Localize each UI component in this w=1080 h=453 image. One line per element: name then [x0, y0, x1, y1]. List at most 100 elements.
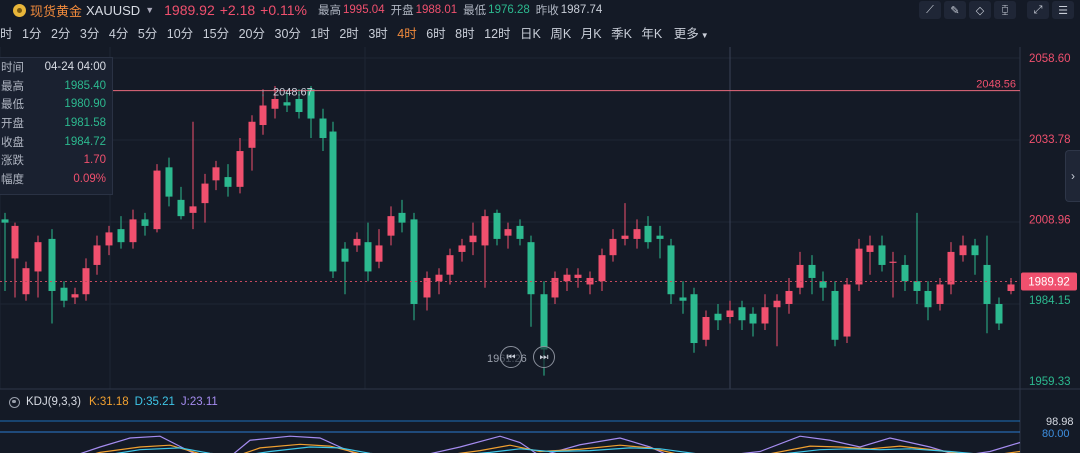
more-label: 更多 — [673, 26, 699, 41]
info-value: 1985.40 — [64, 79, 106, 92]
candle-body — [563, 274, 571, 282]
instrument-symbol[interactable]: XAUUSD — [86, 2, 141, 18]
period-tab[interactable]: 1分 — [22, 26, 42, 41]
candle-body — [819, 281, 827, 288]
period-tab[interactable]: 3分 — [79, 26, 100, 41]
line-draw-icon[interactable]: ⟋ — [919, 1, 941, 19]
period-tab[interactable]: 5分 — [137, 26, 158, 41]
period-tab[interactable]: 10分 — [166, 26, 194, 41]
period-tab[interactable]: 日K — [520, 26, 541, 41]
period-tab[interactable]: 时 — [0, 26, 13, 41]
candle-body — [481, 216, 489, 246]
candle-body — [307, 89, 315, 119]
period-tab[interactable]: 3时 — [368, 26, 388, 41]
price-tick-label: 1959.33 — [1029, 376, 1071, 388]
info-value: 0.09% — [73, 172, 106, 185]
kdj-tick-label: 98.98 — [1046, 416, 1074, 428]
info-label: 幅度 — [1, 173, 24, 186]
candle-body — [34, 242, 42, 272]
period-tab[interactable]: 1时 — [310, 26, 330, 41]
period-tab[interactable]: 15分 — [202, 26, 230, 41]
period-tab[interactable]: 6时 — [426, 26, 446, 41]
info-label: 涨跌 — [1, 155, 24, 168]
candle-body — [48, 238, 56, 291]
candle-body — [165, 167, 173, 197]
candle-body — [60, 287, 68, 301]
eraser-icon[interactable]: ◇ — [969, 1, 991, 19]
kdj-j-value: J:23.11 — [180, 396, 218, 408]
high-price-label: 2048.56 — [976, 79, 1016, 91]
candle-body — [761, 307, 769, 324]
more-periods-button[interactable]: 更多 ▼ — [674, 23, 709, 42]
period-tab[interactable]: 年K — [641, 26, 663, 41]
period-tab[interactable]: 12时 — [484, 26, 511, 41]
candle-body — [726, 310, 734, 317]
candle-body — [375, 245, 383, 262]
candle-body — [808, 264, 816, 278]
period-tab[interactable]: 季K — [611, 26, 632, 41]
quote-header: 现货黄金 XAUUSD ▼ 1989.92 +2.18 +0.11% 最高 19… — [0, 0, 1080, 20]
candle-body — [574, 274, 582, 278]
candle-body — [319, 118, 327, 139]
candle-body — [621, 235, 629, 239]
pen-icon[interactable]: ✎ — [944, 1, 966, 19]
expand-icon[interactable]: ⤢ — [1027, 1, 1049, 19]
candle-body — [201, 183, 209, 204]
step-forward-icon[interactable]: ⏭ — [533, 346, 555, 368]
candle-body — [598, 255, 606, 282]
price-axis: 2058.60 2033.78 2008.96 1984.15 1959.33 2048.… — [0, 53, 1077, 388]
info-value: 1981.58 — [64, 117, 106, 130]
candle-settings-icon[interactable]: ⧮ — [994, 1, 1016, 19]
period-tab[interactable]: 8时 — [455, 26, 475, 41]
period-tab[interactable]: 2时 — [339, 26, 359, 41]
step-back-icon[interactable]: ⏮ — [500, 346, 522, 368]
period-tab[interactable]: 月K — [580, 26, 602, 41]
candle-body — [889, 261, 897, 263]
current-price: 1989.92 — [164, 2, 215, 18]
chevron-down-icon: ▼ — [700, 30, 709, 40]
candle-body — [364, 242, 372, 272]
info-value: 04-24 04:00 — [44, 61, 106, 74]
candle-body — [609, 238, 617, 256]
candle-body — [129, 219, 137, 243]
info-row-high: 最高 1985.40 — [0, 77, 112, 96]
kdj-legend: KDJ(9,3,3) K:31.18 D:35.21 J:23.11 — [9, 396, 218, 408]
candle-body — [633, 229, 641, 239]
candle-body — [153, 170, 161, 230]
candle-body — [936, 284, 944, 304]
price-change: +2.18 — [219, 2, 256, 18]
chevron-right-icon[interactable]: › — [1065, 150, 1080, 202]
candle-body — [1, 219, 9, 223]
candle-body — [540, 294, 548, 350]
period-tab[interactable]: 2分 — [50, 26, 71, 41]
candle-body — [93, 245, 101, 265]
period-tab[interactable]: 20分 — [238, 26, 265, 41]
info-label: 收盘 — [1, 136, 24, 149]
candle-body — [995, 303, 1003, 324]
info-row-change: 涨跌 1.70 — [0, 151, 112, 170]
candle-body — [679, 297, 687, 301]
period-tab[interactable]: 周K — [550, 26, 572, 41]
period-tab-active[interactable]: 4时 — [397, 26, 417, 41]
price-tick-label: 2058.60 — [1029, 53, 1071, 65]
candle-body — [714, 313, 722, 321]
candle-body — [341, 248, 349, 262]
period-tab[interactable]: 30分 — [274, 26, 301, 41]
gear-icon[interactable] — [9, 396, 20, 408]
ohlc-info-panel: 时间 04-24 04:00 最高 1985.40 最低 1980.90 开盘 1981… — [0, 57, 113, 195]
kdj-name: KDJ(9,3,3) — [26, 396, 81, 408]
symbol-dropdown-icon[interactable]: ▼ — [145, 5, 155, 15]
info-value: 1984.72 — [64, 135, 106, 148]
period-tab[interactable]: 4分 — [108, 26, 129, 41]
candle-body — [924, 290, 932, 308]
candle-body — [248, 121, 256, 148]
candle-body — [504, 229, 512, 236]
candle-body — [212, 167, 220, 181]
low-value: 1976.28 — [488, 4, 530, 16]
indicator-icon[interactable]: ☰ — [1052, 1, 1074, 19]
candle-body — [259, 105, 267, 126]
candle-body — [878, 245, 886, 265]
candle-body — [353, 238, 361, 246]
prev-close-label: 昨收 — [535, 5, 559, 17]
